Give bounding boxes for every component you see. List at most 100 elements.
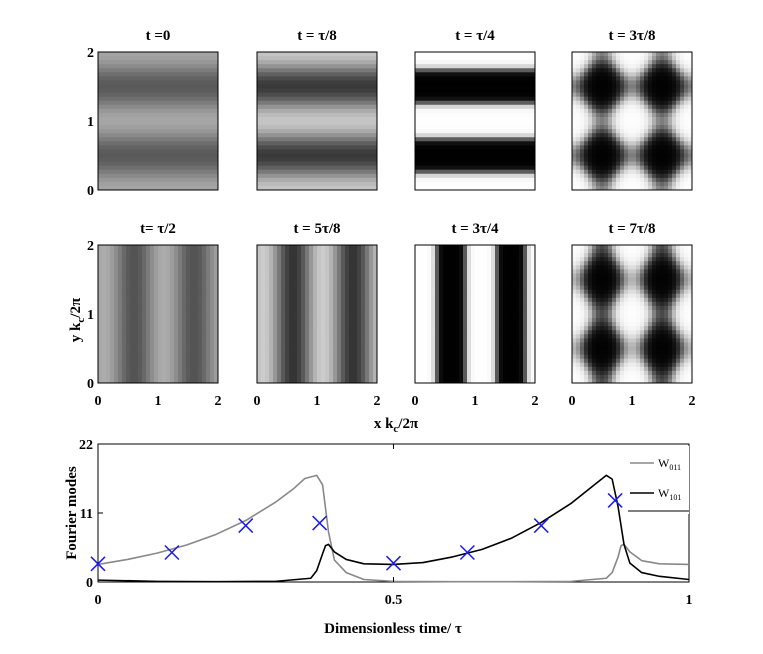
heatmap-cell xyxy=(182,52,187,57)
heatmap-cell xyxy=(138,273,143,278)
heatmap-cell xyxy=(190,297,195,303)
heatmap-cell xyxy=(531,137,536,142)
heatmap-cell xyxy=(281,185,286,191)
heatmap-cell xyxy=(592,72,597,77)
heatmap-cell xyxy=(329,153,334,158)
heatmap-cell xyxy=(261,177,266,183)
heatmap-cell xyxy=(265,100,270,106)
heatmap-cell xyxy=(150,92,155,98)
heatmap-cell xyxy=(443,153,448,158)
heatmap-cell xyxy=(134,318,139,323)
heatmap-cell xyxy=(341,145,346,150)
heatmap-cell xyxy=(491,185,496,191)
heatmap-cell xyxy=(146,125,151,130)
heatmap-cell xyxy=(612,116,617,122)
heatmap-cell xyxy=(166,137,171,142)
heatmap-cell xyxy=(285,84,290,89)
heatmap-cell xyxy=(628,137,633,142)
heatmap-cell xyxy=(146,334,151,339)
heatmap-cell xyxy=(134,293,139,299)
heatmap-cell xyxy=(126,346,131,351)
heatmap-cell xyxy=(325,141,330,146)
heatmap-cell xyxy=(660,133,665,138)
heatmap-cell xyxy=(345,60,350,65)
heatmap-cell xyxy=(475,96,480,102)
heatmap-cell xyxy=(285,145,290,150)
heatmap-cell xyxy=(110,277,115,282)
heatmap-cell xyxy=(592,141,597,146)
heatmap-cell xyxy=(130,301,135,307)
heatmap-cell xyxy=(182,108,187,114)
heatmap-cell xyxy=(451,149,456,154)
heatmap-cell xyxy=(102,314,107,319)
heatmap-cell xyxy=(479,133,484,138)
heatmap-cell xyxy=(580,116,585,122)
heatmap-cell xyxy=(419,88,424,93)
heatmap-cell xyxy=(467,153,472,158)
heatmap-cell xyxy=(162,338,167,343)
heatmap-cell xyxy=(475,125,480,130)
heatmap-cell xyxy=(680,177,685,183)
heatmap-cell xyxy=(333,100,338,106)
heatmap-cell xyxy=(118,378,123,384)
heatmap-cell xyxy=(297,116,302,122)
heatmap-cell xyxy=(511,76,516,81)
heatmap-cell xyxy=(158,165,163,171)
heatmap-cell xyxy=(102,153,107,158)
heatmap-cell xyxy=(162,84,167,89)
heatmap-cell xyxy=(98,153,103,158)
heatmap-cell xyxy=(676,80,681,85)
heatmap-cell xyxy=(435,72,440,77)
heatmap-cell xyxy=(134,100,139,106)
heatmap-cell xyxy=(285,141,290,146)
heatmap-cell xyxy=(170,301,175,307)
heatmap-cell xyxy=(515,157,520,162)
heatmap-cell xyxy=(182,72,187,77)
heatmap-cell xyxy=(305,157,310,162)
heatmap-cell xyxy=(688,80,693,85)
heatmap-cell xyxy=(114,305,119,311)
heatmap-cell xyxy=(182,60,187,65)
heatmap-cell xyxy=(150,249,155,254)
heatmap-cell xyxy=(301,112,306,118)
heatmap-cell xyxy=(305,181,310,187)
heatmap-cell xyxy=(483,84,488,89)
heatmap-cell xyxy=(325,153,330,158)
heatmap-cell xyxy=(210,108,215,114)
heatmap-cell xyxy=(130,169,135,175)
heatmap-cell xyxy=(531,96,536,102)
heatmap-cell xyxy=(170,56,175,61)
heatmap-cell xyxy=(277,141,282,146)
heatmap-cell xyxy=(479,116,484,122)
heatmap-frame xyxy=(256,51,378,191)
heatmap-cell xyxy=(660,112,665,118)
heatmap-cell xyxy=(138,116,143,122)
heatmap-cell xyxy=(431,157,436,162)
heatmap-cell xyxy=(146,257,151,262)
heatmap-cell xyxy=(596,141,601,146)
heatmap-cell xyxy=(511,88,516,93)
heatmap-cell xyxy=(604,60,609,65)
heatmap-cell xyxy=(365,80,370,85)
heatmap-cell xyxy=(668,177,673,183)
heatmap-cell xyxy=(106,108,111,114)
heatmap-cell xyxy=(333,133,338,138)
heatmap-cell xyxy=(475,157,480,162)
heatmap-cell xyxy=(423,137,428,142)
heatmap-cell xyxy=(150,350,155,355)
heatmap-cell xyxy=(174,289,179,295)
heatmap-cell xyxy=(281,149,286,154)
heatmap-cell xyxy=(186,285,191,291)
heatmap-cell xyxy=(150,133,155,138)
heatmap-cell xyxy=(154,133,159,138)
heatmap-cell xyxy=(146,149,151,154)
heatmap-cell xyxy=(660,68,665,73)
heatmap-cell xyxy=(269,56,274,61)
heatmap-cell xyxy=(419,56,424,61)
heatmap-cell xyxy=(475,141,480,146)
heatmap-cell xyxy=(301,96,306,102)
heatmap-cell xyxy=(459,145,464,150)
heatmap-cell xyxy=(576,165,581,171)
heatmap-cell xyxy=(511,129,516,134)
heatmap-cell xyxy=(138,157,143,162)
